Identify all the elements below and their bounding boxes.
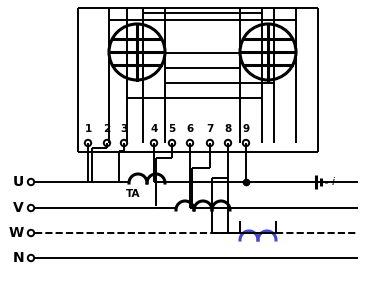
Text: 3: 3: [120, 124, 128, 134]
Text: 9: 9: [243, 124, 250, 134]
Text: 5: 5: [169, 124, 176, 134]
Text: 2: 2: [103, 124, 111, 134]
Text: 6: 6: [186, 124, 194, 134]
Text: 7: 7: [206, 124, 214, 134]
Text: N: N: [13, 251, 24, 265]
Text: V: V: [13, 201, 24, 215]
Text: 8: 8: [224, 124, 231, 134]
Text: U: U: [13, 175, 24, 189]
Text: W: W: [9, 226, 24, 240]
Text: 4: 4: [150, 124, 158, 134]
Text: TA: TA: [126, 189, 141, 199]
Text: 1: 1: [84, 124, 92, 134]
Text: i: i: [332, 177, 335, 187]
